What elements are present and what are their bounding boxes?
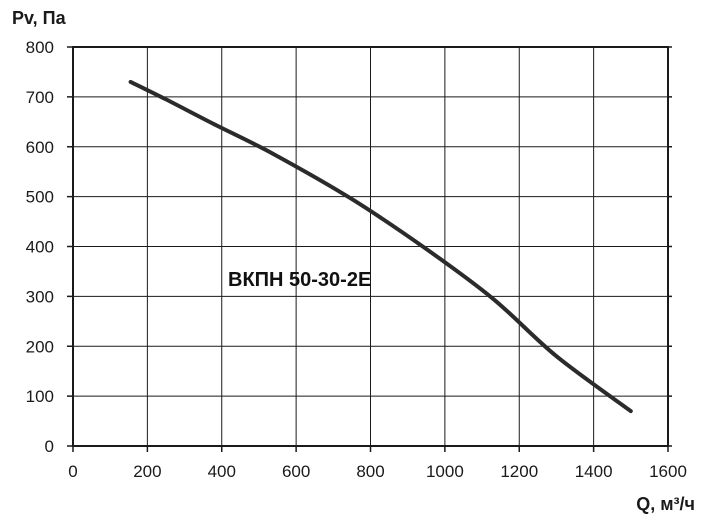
y-tick-label: 100 bbox=[26, 387, 54, 406]
grid bbox=[73, 47, 668, 446]
y-tick-label: 500 bbox=[26, 188, 54, 207]
x-tick-label: 600 bbox=[282, 462, 310, 481]
y-axis-ticks: 0 100 200 300 400 500 600 700 800 bbox=[26, 38, 672, 456]
x-tick-label: 800 bbox=[356, 462, 384, 481]
chart-annotation: ВКПН 50-30-2E bbox=[228, 269, 371, 291]
series-layer bbox=[128, 79, 633, 414]
x-axis-label: Q, м³/ч bbox=[636, 494, 695, 514]
x-axis-ticks: 0 200 400 600 800 1000 1200 1400 1600 bbox=[68, 446, 687, 481]
x-tick-label: 1000 bbox=[426, 462, 464, 481]
x-tick-label: 1200 bbox=[500, 462, 538, 481]
y-tick-label: 700 bbox=[26, 88, 54, 107]
y-tick-label: 800 bbox=[26, 38, 54, 57]
y-tick-label: 0 bbox=[45, 437, 54, 456]
x-tick-label: 1600 bbox=[649, 462, 687, 481]
series-line bbox=[128, 79, 633, 414]
x-tick-label: 1400 bbox=[575, 462, 613, 481]
x-tick-label: 0 bbox=[68, 462, 77, 481]
y-tick-label: 200 bbox=[26, 337, 54, 356]
x-tick-label: 400 bbox=[208, 462, 236, 481]
y-tick-label: 300 bbox=[26, 287, 54, 306]
y-axis-label: Pv, Па bbox=[12, 8, 67, 28]
y-tick-label: 400 bbox=[26, 238, 54, 257]
x-tick-label: 200 bbox=[133, 462, 161, 481]
y-tick-label: 600 bbox=[26, 138, 54, 157]
